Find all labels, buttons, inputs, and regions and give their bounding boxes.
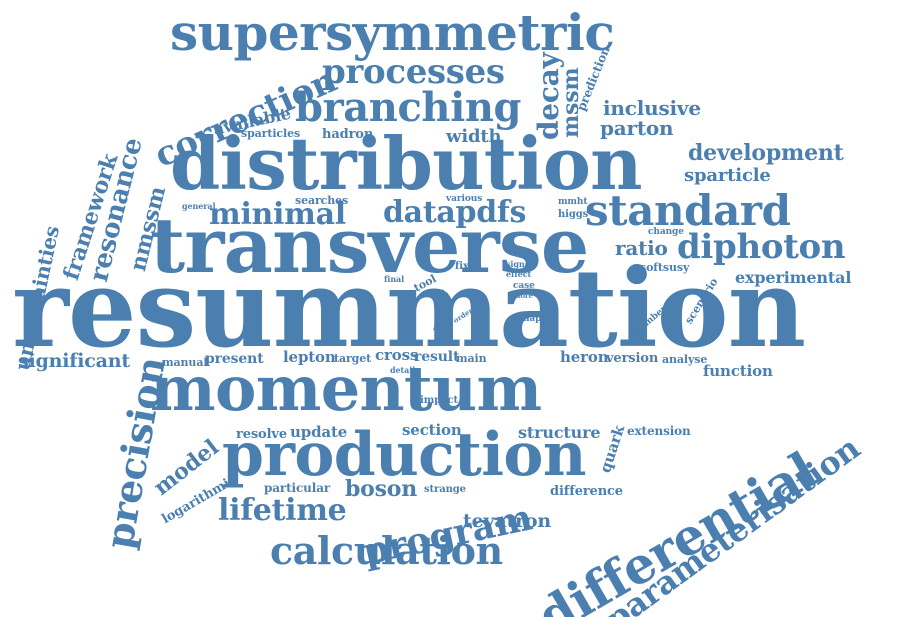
- word: lifetime: [218, 493, 347, 528]
- word: sparticles: [241, 127, 301, 140]
- word: higgs: [558, 209, 589, 220]
- word: sparticle: [684, 165, 771, 186]
- word: transverse: [150, 201, 589, 290]
- word: present: [205, 351, 264, 367]
- word: final: [384, 274, 405, 284]
- word: fixed: [455, 261, 482, 272]
- word: signal: [506, 259, 533, 269]
- word: structure: [518, 423, 601, 442]
- word: manual: [162, 356, 208, 369]
- word: section: [402, 421, 462, 439]
- word: parameterisation: [598, 428, 867, 617]
- word: various: [446, 194, 483, 204]
- word: resolve: [236, 427, 287, 442]
- word: function: [703, 362, 773, 380]
- word: quark: [596, 423, 629, 475]
- word: target: [334, 352, 372, 365]
- word: analyse: [662, 353, 708, 366]
- word: update: [290, 423, 348, 441]
- word: boson: [345, 476, 418, 502]
- word: ratio: [615, 236, 668, 260]
- word: calculation: [270, 528, 503, 573]
- word: momentum: [150, 352, 542, 425]
- word: case: [513, 281, 535, 291]
- word: parton: [600, 116, 674, 140]
- word: diphoton: [677, 227, 846, 267]
- word: resummation: [12, 246, 806, 372]
- word: width: [446, 126, 502, 147]
- word: general: [182, 201, 216, 211]
- word: minimal: [209, 197, 346, 232]
- word: significant: [18, 350, 131, 372]
- word: production: [222, 420, 586, 490]
- word: effect: [506, 269, 532, 279]
- word: inclusive: [603, 96, 701, 120]
- word: standard: [585, 186, 791, 235]
- word: detail: [390, 365, 416, 375]
- word: distribution: [170, 121, 643, 206]
- word: result: [414, 349, 460, 365]
- word: development: [688, 140, 844, 166]
- word: heron: [560, 348, 609, 366]
- word: change: [648, 227, 684, 237]
- word: particular: [264, 481, 331, 495]
- word: experimental: [735, 268, 852, 287]
- word: supersymmetric: [170, 3, 615, 62]
- word: softsusy: [640, 261, 690, 274]
- word: difference: [550, 484, 623, 499]
- word: searches: [295, 194, 349, 207]
- word: precision: [96, 353, 175, 553]
- word: extension: [627, 424, 691, 438]
- word: datapdfs: [383, 195, 527, 230]
- word: strange: [424, 484, 466, 495]
- word: impact: [420, 395, 458, 406]
- word: shape: [518, 314, 548, 324]
- word: branching: [295, 84, 522, 131]
- word: version: [606, 351, 659, 366]
- word: hadron: [322, 127, 374, 142]
- word: tevatron: [463, 510, 551, 532]
- word: cross: [375, 346, 419, 364]
- word: lepton: [283, 348, 336, 366]
- word: mmht: [558, 197, 588, 207]
- word: more: [513, 291, 533, 300]
- word: main: [456, 352, 487, 365]
- word: processes: [322, 52, 505, 92]
